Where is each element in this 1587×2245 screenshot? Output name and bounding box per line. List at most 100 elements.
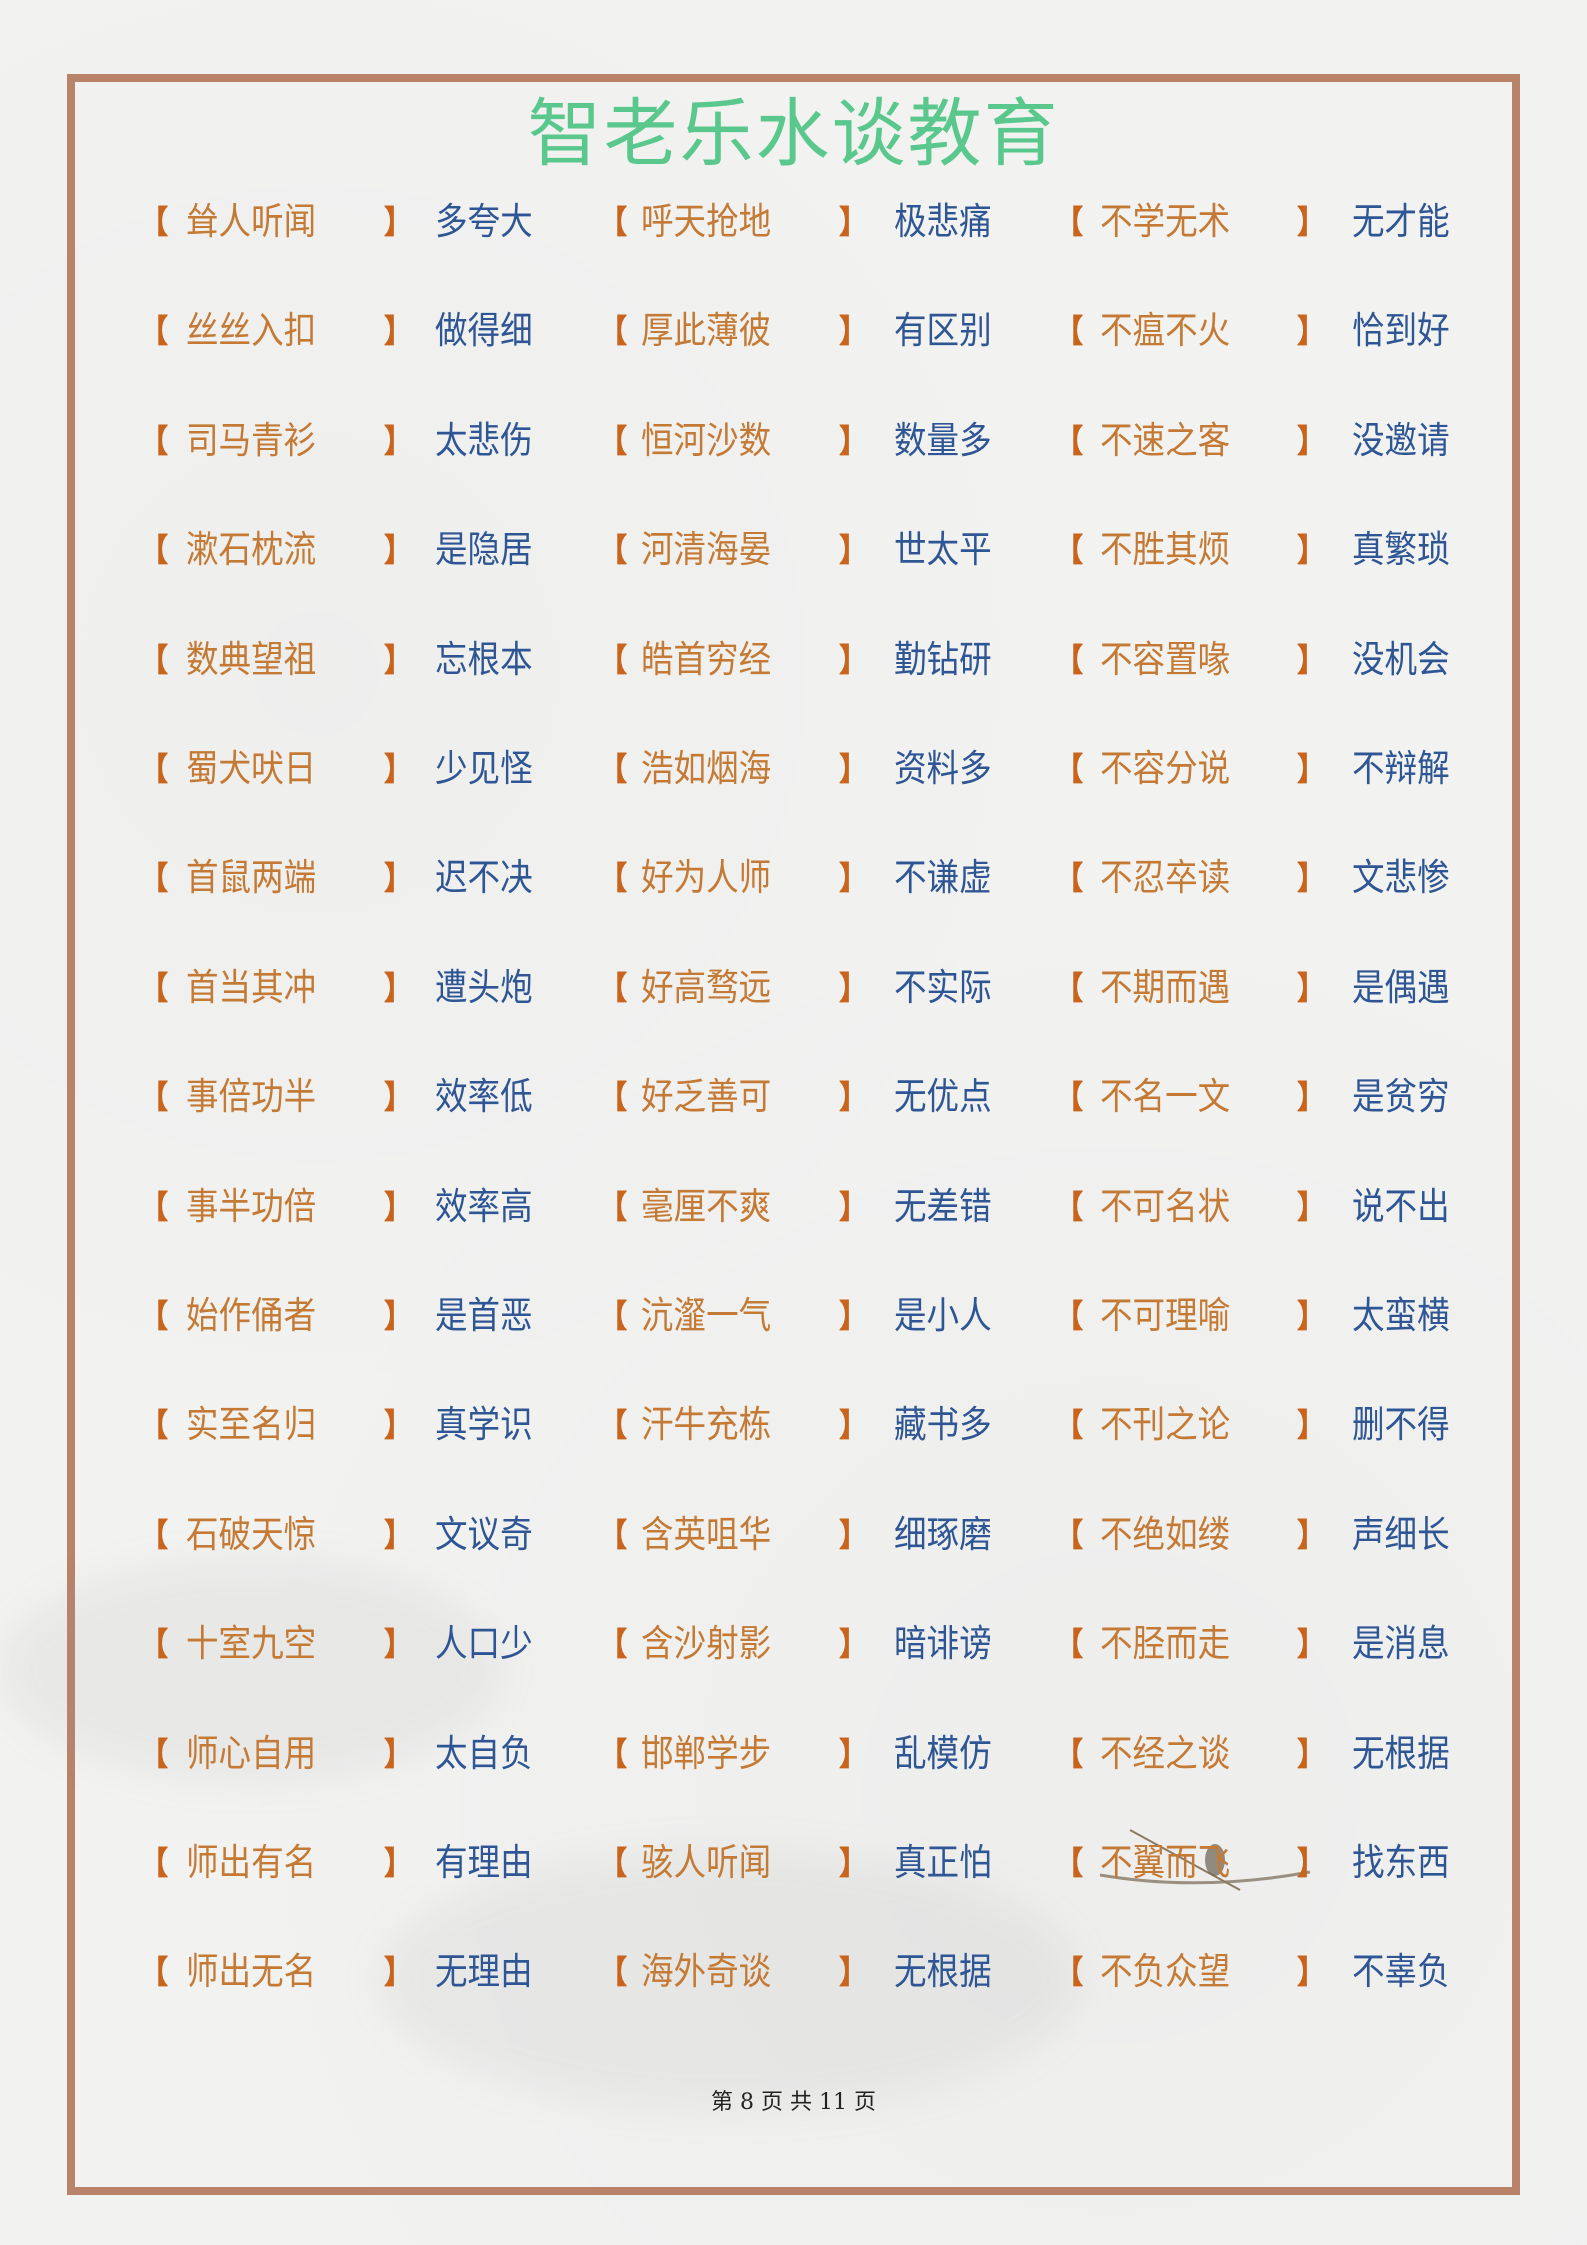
bracket-close: 】 (1297, 640, 1326, 679)
idiom-text: 漱石枕流 (186, 528, 317, 572)
idiom-text: 蜀犬吠日 (186, 747, 317, 790)
idiom-text: 沆瀣一气 (641, 1294, 772, 1337)
meaning-text: 没邀请 (1352, 418, 1450, 462)
meaning-text: 无理由 (435, 1950, 533, 1994)
meaning-text: 声细长 (1352, 1512, 1450, 1556)
idiom-text: 首鼠两端 (186, 856, 317, 900)
meaning-text: 文悲惨 (1352, 856, 1450, 900)
idiom-text: 师出无名 (186, 1950, 317, 1994)
bracket-close: 】 (1297, 1953, 1326, 1992)
bracket-close: 】 (839, 859, 868, 898)
bracket-close: 】 (1297, 1625, 1326, 1664)
meaning-text: 不辩解 (1352, 747, 1450, 790)
bracket-close: 】 (839, 312, 868, 351)
table-row: 【师出有名】有理由【骇人听闻】真正怕【不翼而飞】找东西 (0, 1833, 1587, 1893)
bracket-open: 【 (140, 531, 169, 570)
bracket-close: 】 (1297, 1187, 1326, 1226)
idiom-text: 不刊之论 (1100, 1403, 1231, 1447)
bracket-close: 】 (839, 1078, 868, 1117)
idiom-text: 浩如烟海 (641, 747, 772, 790)
bracket-close: 】 (384, 640, 413, 679)
meaning-text: 真正怕 (894, 1841, 992, 1884)
bracket-open: 【 (599, 531, 628, 570)
meaning-text: 找东西 (1352, 1841, 1450, 1884)
bracket-close: 】 (839, 1406, 868, 1445)
bracket-open: 【 (1055, 968, 1084, 1007)
bracket-open: 【 (140, 1078, 169, 1117)
bracket-open: 【 (599, 421, 628, 460)
bracket-close: 】 (839, 968, 868, 1007)
table-row: 【数典望祖】忘根本【皓首穷经】勤钻研【不容置喙】没机会 (0, 630, 1587, 690)
bracket-open: 【 (599, 1406, 628, 1445)
bracket-open: 【 (140, 1734, 169, 1773)
idiom-text: 数典望祖 (186, 637, 317, 681)
idiom-text: 不忍卒读 (1100, 856, 1231, 900)
bracket-open: 【 (599, 203, 628, 241)
idiom-text: 汗牛充栋 (641, 1403, 772, 1447)
bracket-close: 】 (384, 968, 413, 1007)
meaning-text: 不辜负 (1352, 1950, 1450, 1994)
bracket-close: 】 (384, 203, 413, 241)
idiom-text: 厚此薄彼 (641, 309, 772, 353)
meaning-text: 说不出 (1352, 1184, 1450, 1228)
bracket-open: 【 (1055, 1515, 1084, 1554)
meaning-text: 无优点 (894, 1075, 992, 1119)
bracket-close: 】 (839, 1625, 868, 1664)
idiom-text: 不负众望 (1100, 1950, 1231, 1994)
table-row: 【事半功倍】效率高【毫厘不爽】无差错【不可名状】说不出 (0, 1177, 1587, 1237)
boat-illustration (1099, 1829, 1311, 1891)
idiom-text: 十室九空 (186, 1622, 317, 1666)
idiom-text: 邯郸学步 (641, 1731, 772, 1775)
bracket-open: 【 (1055, 1187, 1084, 1226)
bracket-close: 】 (1297, 1297, 1326, 1335)
table-row: 【首当其冲】遭头炮【好高骛远】不实际【不期而遇】是偶遇 (0, 958, 1587, 1018)
meaning-text: 无才能 (1352, 200, 1450, 243)
bracket-close: 】 (1297, 1406, 1326, 1445)
bracket-open: 【 (599, 750, 628, 788)
idiom-text: 不胫而走 (1100, 1622, 1231, 1666)
bracket-close: 】 (1297, 312, 1326, 351)
bracket-open: 【 (599, 1734, 628, 1773)
idiom-text: 海外奇谈 (641, 1950, 772, 1994)
meaning-text: 无差错 (894, 1184, 992, 1228)
idiom-text: 首当其冲 (186, 965, 317, 1009)
meaning-text: 遭头炮 (435, 965, 533, 1009)
bracket-close: 】 (1297, 859, 1326, 898)
meaning-text: 有理由 (435, 1841, 533, 1884)
idiom-text: 好乏善可 (641, 1075, 772, 1119)
bracket-open: 【 (140, 1953, 169, 1992)
meaning-text: 人口少 (435, 1622, 533, 1666)
idiom-text: 不容置喙 (1100, 637, 1231, 681)
mountain-decoration (0, 1560, 500, 1780)
bracket-close: 】 (384, 859, 413, 898)
bracket-close: 】 (1297, 1078, 1326, 1117)
bracket-open: 【 (1055, 203, 1084, 241)
meaning-text: 少见怪 (435, 747, 533, 790)
meaning-text: 效率高 (435, 1184, 533, 1228)
bracket-close: 】 (1297, 750, 1326, 788)
bracket-open: 【 (1055, 1406, 1084, 1445)
idiom-text: 师出有名 (186, 1841, 317, 1884)
bracket-open: 【 (1055, 1625, 1084, 1664)
meaning-text: 没机会 (1352, 637, 1450, 681)
bracket-open: 【 (140, 1625, 169, 1664)
idiom-text: 不容分说 (1100, 747, 1231, 790)
meaning-text: 恰到好 (1352, 309, 1450, 353)
meaning-text: 是首恶 (435, 1294, 533, 1337)
bracket-close: 】 (839, 203, 868, 241)
idiom-text: 皓首穷经 (641, 637, 772, 681)
meaning-text: 藏书多 (894, 1403, 992, 1447)
idiom-text: 含沙射影 (641, 1622, 772, 1666)
idiom-text: 骇人听闻 (641, 1841, 772, 1884)
bracket-open: 【 (140, 1297, 169, 1335)
idiom-text: 丝丝入扣 (186, 309, 317, 353)
idiom-text: 不期而遇 (1100, 965, 1231, 1009)
bracket-open: 【 (599, 1187, 628, 1226)
meaning-text: 无根据 (894, 1950, 992, 1994)
watermark: 智老乐水谈教育 (527, 91, 1060, 177)
bracket-close: 】 (384, 1953, 413, 1992)
meaning-text: 细琢磨 (894, 1512, 992, 1556)
bracket-open: 【 (599, 312, 628, 351)
bracket-open: 【 (1055, 1078, 1084, 1117)
bracket-open: 【 (1055, 859, 1084, 898)
